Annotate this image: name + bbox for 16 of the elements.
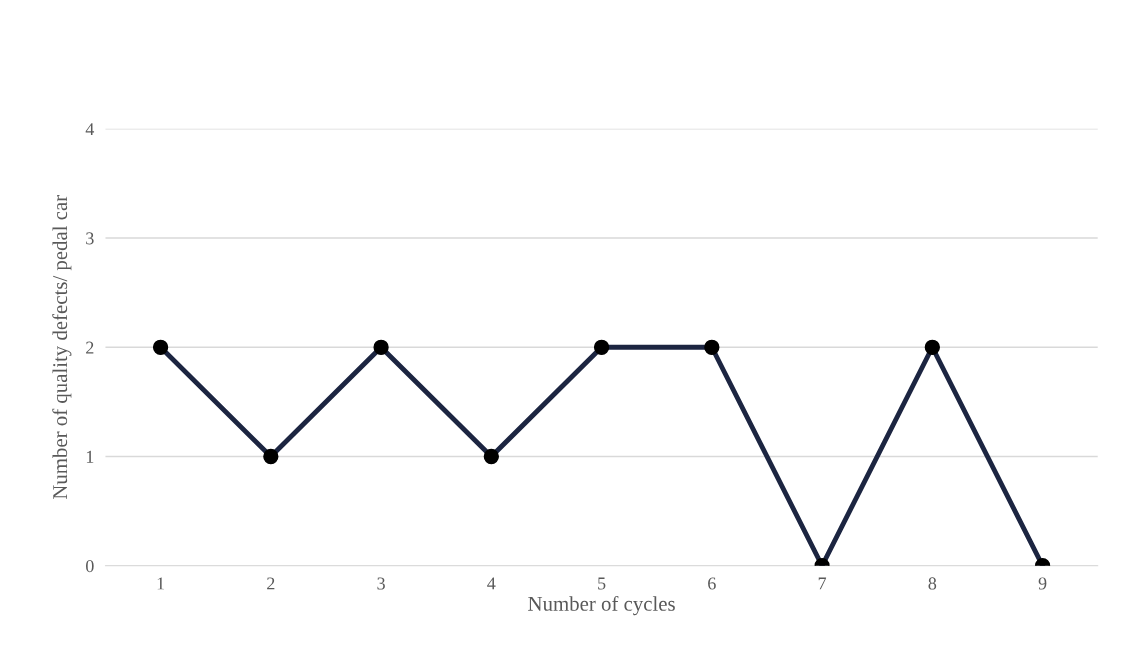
- x-axis-title: Number of cycles: [528, 595, 675, 616]
- x-tick-label: 5: [598, 577, 606, 590]
- x-tick-label: 1: [157, 577, 165, 590]
- x-tick-label: 9: [1038, 577, 1047, 590]
- x-tick-label: 4: [487, 577, 496, 590]
- x-tick-label: 6: [708, 577, 716, 590]
- y-tick-label: 1: [86, 450, 94, 463]
- x-tick-label: 8: [928, 577, 937, 590]
- y-tick-label: 2: [86, 341, 94, 354]
- y-tick-label: 4: [85, 123, 95, 136]
- y-axis-title: Number of quality defects/ pedal car: [52, 195, 72, 500]
- x-tick-label: 2: [267, 577, 275, 590]
- x-tick-label: 3: [377, 577, 385, 590]
- x-tick-label: 7: [818, 577, 827, 590]
- y-tick-label: 3: [86, 232, 94, 245]
- y-tick-label: 0: [86, 559, 94, 573]
